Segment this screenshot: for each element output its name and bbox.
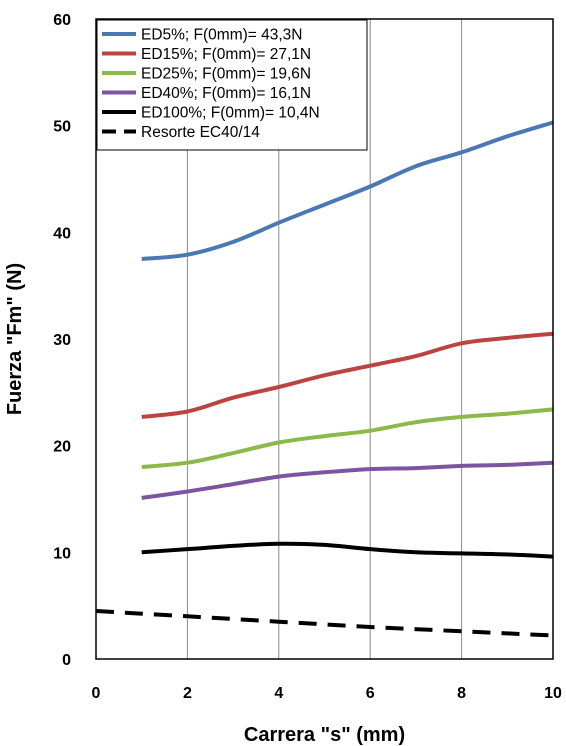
legend-box [96,19,368,151]
x-axis-title: Carrera "s" (mm) [244,724,405,746]
series-line-5 [141,541,554,559]
series-line-1 [141,120,554,261]
legend-label: ED40%; F(0mm)= 16,1N [141,85,311,102]
y-axis-title: Fuerza "Fm" (N) [4,263,26,415]
y-tick-labels: 0 10 20 30 40 50 60 [53,12,71,669]
legend: ED5%; F(0mm)= 43,3N ED15%; F(0mm)= 27,1N E… [96,19,368,151]
x-tick-label: 6 [366,685,375,702]
legend-label: ED100%; F(0mm)= 10,4N [141,105,320,122]
x-tick-labels: 0 2 4 6 8 10 [92,685,562,702]
x-tick-label: 8 [457,685,466,702]
x-tick-label: 10 [544,685,562,702]
y-tick-label: 10 [53,545,71,562]
series-line-2 [141,331,554,419]
y-tick-label: 30 [53,332,71,349]
y-tick-label: 40 [53,225,71,242]
x-tick-label: 0 [92,685,101,702]
x-tick-label: 4 [274,685,283,702]
y-tick-label: 20 [53,439,71,456]
legend-label: ED25%; F(0mm)= 19,6N [141,66,311,83]
y-tick-label: 0 [62,652,71,669]
series-line-6 [95,609,554,638]
x-tick-label: 2 [183,685,192,702]
series-line-3 [141,407,554,469]
series-line-4 [141,460,554,500]
series-lines [95,120,554,638]
legend-label: Resorte EC40/14 [141,124,260,141]
legend-label: ED15%; F(0mm)= 27,1N [141,46,311,63]
legend-label: ED5%; F(0mm)= 43,3N [141,27,303,44]
plot-frame [95,18,554,660]
y-tick-label: 60 [53,12,71,29]
y-tick-label: 50 [53,119,71,136]
